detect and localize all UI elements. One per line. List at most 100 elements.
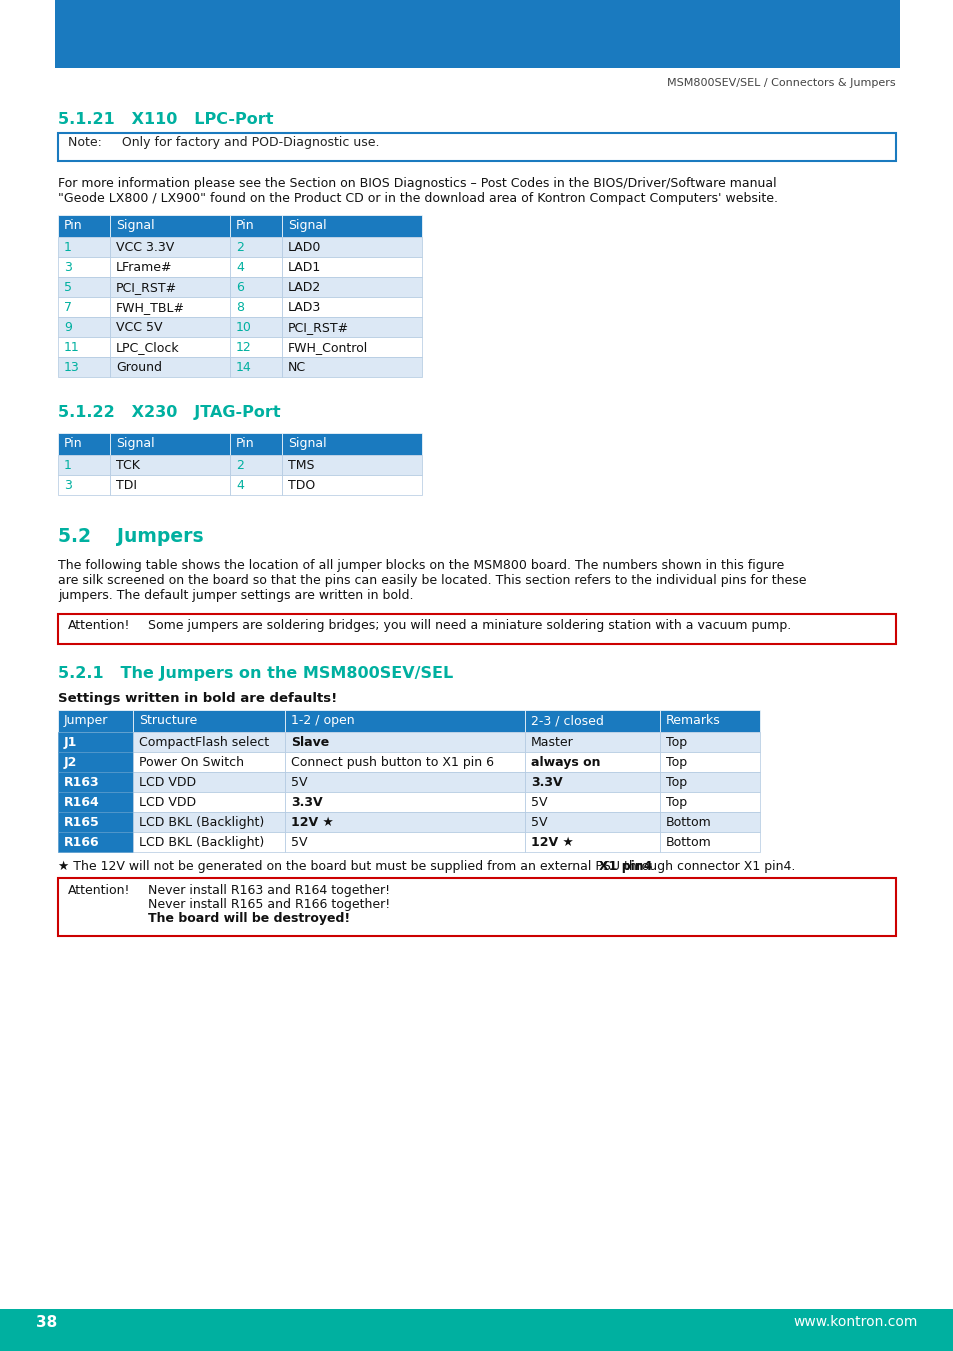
- Text: Top: Top: [665, 775, 686, 789]
- Text: 5.1.22   X230   JTAG-Port: 5.1.22 X230 JTAG-Port: [58, 405, 280, 420]
- Text: Attention!: Attention!: [68, 884, 131, 897]
- Bar: [659, 711, 760, 732]
- Text: 11: 11: [64, 340, 80, 354]
- Text: MSM800SEV/SEL / Connectors & Jumpers: MSM800SEV/SEL / Connectors & Jumpers: [667, 78, 895, 88]
- Bar: [230, 257, 282, 277]
- Text: 13: 13: [64, 361, 80, 374]
- Text: 10: 10: [235, 322, 252, 334]
- Bar: [58, 215, 110, 236]
- Text: 5.2    Jumpers: 5.2 Jumpers: [58, 527, 203, 546]
- Text: Pin: Pin: [64, 436, 83, 450]
- Text: Never install R165 and R166 together!: Never install R165 and R166 together!: [148, 898, 390, 911]
- Text: 5V: 5V: [531, 816, 547, 830]
- Text: are silk screened on the board so that the pins can easily be located. This sect: are silk screened on the board so that t…: [58, 574, 805, 586]
- Text: 1: 1: [64, 459, 71, 471]
- Text: LFrame#: LFrame#: [116, 261, 172, 274]
- Bar: [110, 236, 230, 257]
- Text: LAD2: LAD2: [288, 281, 321, 295]
- Text: 12V ★: 12V ★: [531, 836, 573, 848]
- Text: NC: NC: [288, 361, 306, 374]
- Bar: [110, 317, 230, 336]
- Text: Settings written in bold are defaults!: Settings written in bold are defaults!: [58, 692, 337, 705]
- Text: 3: 3: [64, 261, 71, 274]
- Text: X1 pin4: X1 pin4: [598, 861, 652, 873]
- Text: 3: 3: [64, 480, 71, 492]
- Text: LCD BKL (Backlight): LCD BKL (Backlight): [139, 816, 264, 830]
- Bar: [58, 832, 132, 852]
- Bar: [285, 771, 524, 792]
- Bar: [285, 832, 524, 852]
- Text: For more information please see the Section on BIOS Diagnostics – Post Codes in : For more information please see the Sect…: [58, 177, 776, 190]
- Text: ★ The 12V will not be generated on the board but must be supplied from an extern: ★ The 12V will not be generated on the b…: [58, 861, 795, 873]
- Text: Bottom: Bottom: [665, 816, 711, 830]
- Bar: [58, 257, 110, 277]
- Bar: [132, 753, 285, 771]
- Bar: [110, 257, 230, 277]
- Bar: [110, 277, 230, 297]
- Text: Structure: Structure: [139, 713, 197, 727]
- Bar: [230, 455, 282, 476]
- Text: R166: R166: [64, 836, 99, 848]
- Text: LPC_Clock: LPC_Clock: [116, 340, 179, 354]
- Text: TCK: TCK: [116, 459, 140, 471]
- Bar: [230, 434, 282, 455]
- Bar: [282, 476, 421, 494]
- Text: Pin: Pin: [235, 219, 254, 232]
- Text: R164: R164: [64, 796, 100, 809]
- Bar: [230, 297, 282, 317]
- Text: Pin: Pin: [64, 219, 83, 232]
- Text: 8: 8: [235, 301, 244, 313]
- Text: Pin: Pin: [235, 436, 254, 450]
- Bar: [58, 277, 110, 297]
- Bar: [659, 832, 760, 852]
- Bar: [58, 132, 895, 161]
- Bar: [58, 336, 110, 357]
- Bar: [524, 812, 659, 832]
- Bar: [230, 336, 282, 357]
- Bar: [659, 771, 760, 792]
- Text: R163: R163: [64, 775, 99, 789]
- Text: 4: 4: [235, 480, 244, 492]
- Bar: [524, 832, 659, 852]
- Text: Never install R163 and R164 together!: Never install R163 and R164 together!: [148, 884, 390, 897]
- Text: 5V: 5V: [291, 836, 307, 848]
- Text: TDI: TDI: [116, 480, 137, 492]
- Bar: [524, 792, 659, 812]
- Text: PCI_RST#: PCI_RST#: [288, 322, 349, 334]
- Bar: [230, 236, 282, 257]
- Bar: [282, 336, 421, 357]
- Bar: [132, 711, 285, 732]
- Text: Jumper: Jumper: [64, 713, 109, 727]
- Bar: [285, 812, 524, 832]
- Bar: [282, 257, 421, 277]
- Bar: [110, 297, 230, 317]
- Bar: [282, 277, 421, 297]
- Text: 6: 6: [235, 281, 244, 295]
- Text: "Geode LX800 / LX900" found on the Product CD or in the download area of Kontron: "Geode LX800 / LX900" found on the Produ…: [58, 192, 778, 205]
- Bar: [230, 357, 282, 377]
- Bar: [285, 792, 524, 812]
- Text: VCC 3.3V: VCC 3.3V: [116, 240, 174, 254]
- Text: 3.3V: 3.3V: [531, 775, 562, 789]
- Text: 5.1.21   X110   LPC-Port: 5.1.21 X110 LPC-Port: [58, 112, 274, 127]
- Text: 3.3V: 3.3V: [291, 796, 322, 809]
- Bar: [282, 236, 421, 257]
- Bar: [58, 236, 110, 257]
- Text: Signal: Signal: [116, 436, 154, 450]
- Text: PCI_RST#: PCI_RST#: [116, 281, 177, 295]
- Text: Signal: Signal: [288, 436, 326, 450]
- Bar: [132, 732, 285, 753]
- Text: 2: 2: [235, 240, 244, 254]
- Bar: [524, 771, 659, 792]
- Bar: [58, 711, 132, 732]
- Text: LCD BKL (Backlight): LCD BKL (Backlight): [139, 836, 264, 848]
- Text: J1: J1: [64, 736, 77, 748]
- Bar: [58, 297, 110, 317]
- Text: 5: 5: [64, 281, 71, 295]
- Bar: [0, 1309, 953, 1351]
- Text: 38: 38: [36, 1315, 57, 1329]
- Text: Connect push button to X1 pin 6: Connect push button to X1 pin 6: [291, 757, 494, 769]
- Text: 12V ★: 12V ★: [291, 816, 334, 830]
- Bar: [230, 215, 282, 236]
- Bar: [58, 878, 895, 936]
